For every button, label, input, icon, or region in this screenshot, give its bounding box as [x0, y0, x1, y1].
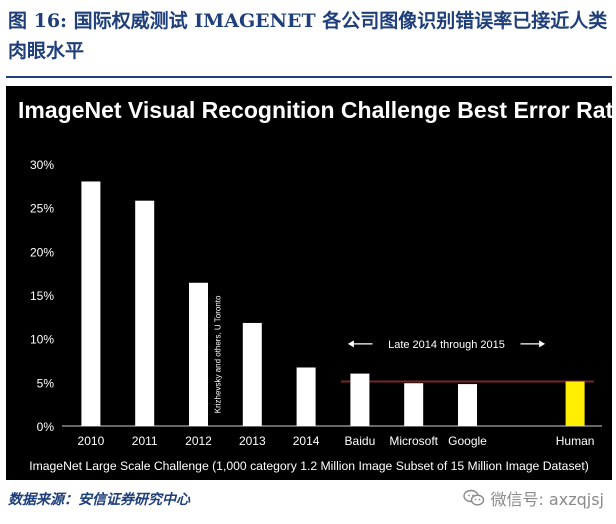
bar-baidu — [350, 373, 370, 426]
bar-2013 — [242, 322, 262, 426]
x-tick-label: 2012 — [185, 434, 212, 448]
wechat-watermark: 微信号: axzqjsj — [463, 486, 604, 510]
bar-microsoft — [404, 383, 424, 426]
chart-panel: ImageNet Visual Recognition Challenge Be… — [6, 86, 612, 480]
x-axis-label: ImageNet Large Scale Challenge (1,000 ca… — [29, 459, 589, 473]
y-tick-label: 0% — [37, 420, 55, 434]
x-tick-label: 2013 — [239, 434, 266, 448]
bar-google — [458, 384, 477, 426]
wechat-icon — [463, 489, 485, 506]
caption-divider — [6, 76, 612, 78]
x-tick-label: 2014 — [293, 434, 320, 448]
bar-2010 — [81, 181, 101, 426]
watermark-text: 微信号: axzqjsj — [490, 490, 604, 509]
x-tick-label: 2011 — [132, 434, 158, 448]
source-note: 数据来源：安信证券研究中心 — [8, 492, 190, 508]
x-tick-label: Google — [448, 434, 487, 448]
bar-human — [565, 381, 585, 426]
y-tick-label: 20% — [30, 245, 54, 259]
x-tick-label: Human — [556, 434, 595, 448]
x-tick-label: Microsoft — [389, 434, 438, 448]
figure-caption: 图 16: 国际权威测试 IMAGENET 各公司图像识别错误率已接近人类肉眼水… — [8, 10, 608, 62]
bar-2011 — [135, 200, 155, 426]
arrow-right-head — [539, 340, 546, 348]
y-tick-label: 30% — [30, 158, 54, 172]
error-rate-chart: ImageNet Visual Recognition Challenge Be… — [18, 97, 612, 473]
vertical-annotation: Krizhevsky and others, U Toronto — [214, 295, 223, 413]
x-tick-label: Baidu — [345, 434, 376, 448]
y-tick-label: 10% — [30, 333, 54, 347]
y-tick-label: 15% — [30, 289, 54, 303]
bar-2014 — [296, 367, 316, 426]
y-tick-label: 5% — [37, 376, 55, 390]
x-tick-label: 2010 — [78, 434, 105, 448]
chart-title: ImageNet Visual Recognition Challenge Be… — [18, 97, 612, 123]
arrow-left-head — [347, 340, 354, 348]
span-annotation: Late 2014 through 2015 — [388, 339, 505, 351]
y-tick-label: 25% — [30, 202, 54, 216]
bar-2012 — [189, 282, 208, 426]
